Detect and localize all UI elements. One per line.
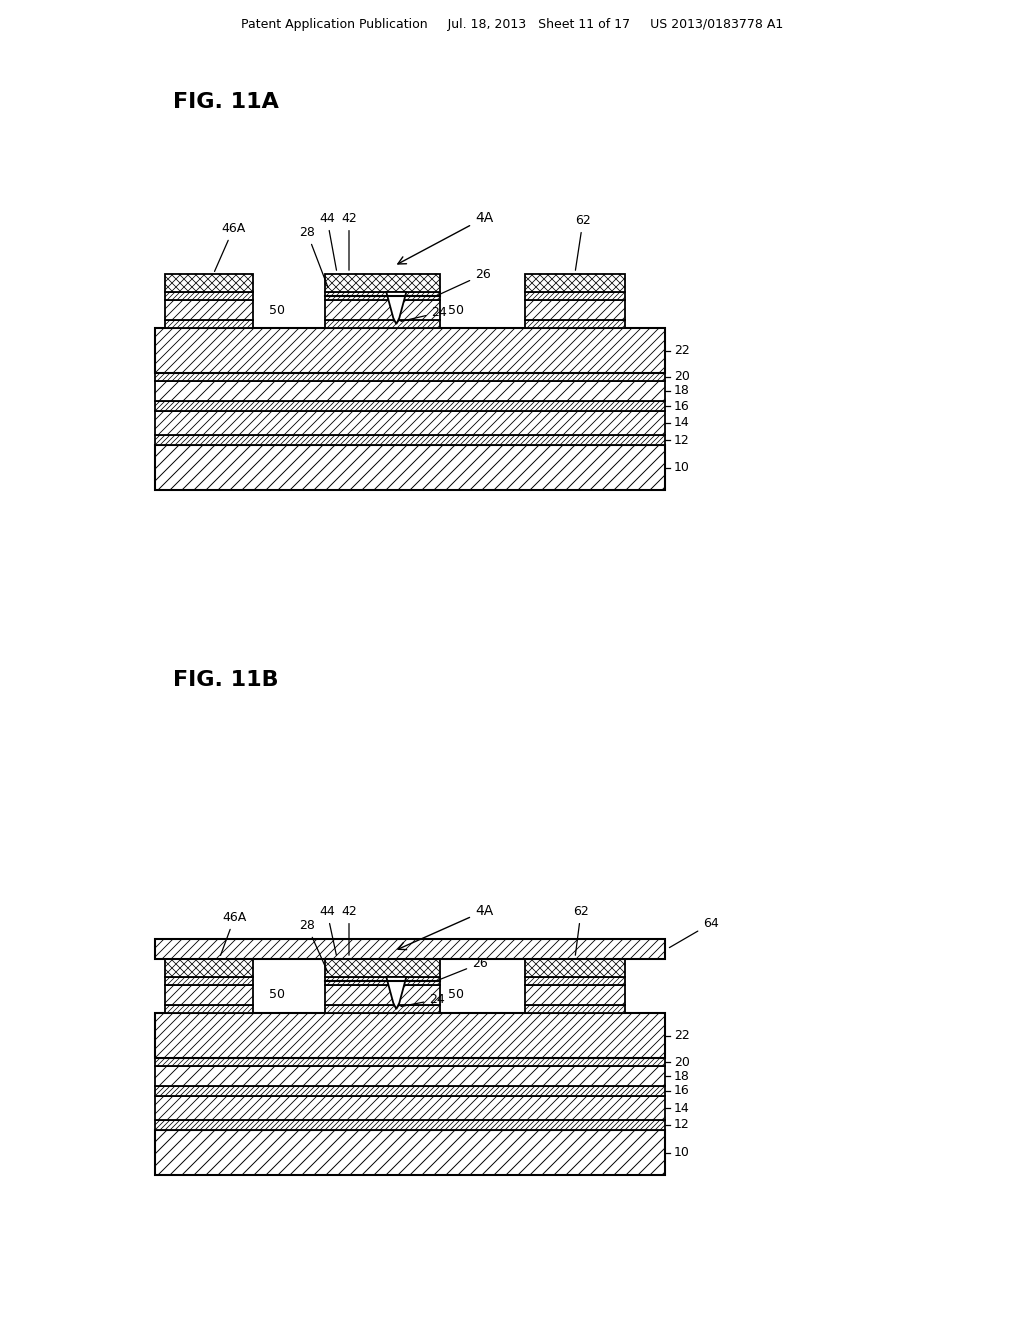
- Text: FIG. 11A: FIG. 11A: [173, 92, 279, 112]
- Polygon shape: [325, 960, 440, 977]
- Text: 20: 20: [674, 371, 690, 384]
- Polygon shape: [155, 1067, 665, 1086]
- Text: 10: 10: [674, 461, 690, 474]
- Polygon shape: [525, 292, 625, 300]
- Text: 64: 64: [670, 917, 719, 948]
- Polygon shape: [165, 319, 253, 327]
- Text: 12: 12: [674, 433, 690, 446]
- Text: 4A: 4A: [398, 904, 494, 949]
- Text: 46A: 46A: [220, 911, 247, 956]
- Polygon shape: [155, 381, 665, 401]
- Text: 42: 42: [341, 213, 357, 271]
- Polygon shape: [525, 960, 625, 977]
- Polygon shape: [155, 939, 665, 960]
- Text: 42: 42: [341, 906, 357, 956]
- Text: 28: 28: [299, 226, 328, 288]
- Text: 50: 50: [449, 989, 464, 1002]
- Text: 24: 24: [401, 993, 445, 1006]
- Polygon shape: [525, 319, 625, 327]
- Polygon shape: [155, 436, 665, 445]
- Text: 14: 14: [674, 417, 690, 429]
- Polygon shape: [155, 1059, 665, 1067]
- Text: 28: 28: [299, 919, 328, 973]
- Polygon shape: [325, 1005, 440, 1012]
- Text: 12: 12: [674, 1118, 690, 1131]
- Text: 20: 20: [674, 1056, 690, 1068]
- Text: 18: 18: [674, 384, 690, 397]
- Polygon shape: [525, 275, 625, 292]
- Polygon shape: [165, 1005, 253, 1012]
- Text: 4A: 4A: [397, 211, 494, 264]
- Text: 46A: 46A: [214, 222, 246, 272]
- Text: 16: 16: [674, 400, 690, 412]
- Text: 22: 22: [674, 345, 690, 356]
- Polygon shape: [155, 445, 665, 490]
- Text: 26: 26: [438, 957, 487, 979]
- Polygon shape: [165, 985, 253, 1005]
- Polygon shape: [325, 300, 440, 319]
- Polygon shape: [525, 977, 625, 985]
- Text: Patent Application Publication     Jul. 18, 2013   Sheet 11 of 17     US 2013/01: Patent Application Publication Jul. 18, …: [241, 18, 783, 30]
- Polygon shape: [165, 275, 253, 292]
- Text: 62: 62: [573, 906, 589, 956]
- Polygon shape: [525, 1005, 625, 1012]
- Polygon shape: [155, 1130, 665, 1175]
- Text: 62: 62: [575, 214, 591, 271]
- Text: 44: 44: [319, 906, 337, 956]
- Polygon shape: [155, 401, 665, 411]
- Text: 18: 18: [674, 1069, 690, 1082]
- Text: 50: 50: [449, 304, 464, 317]
- Polygon shape: [155, 374, 665, 381]
- Polygon shape: [325, 292, 440, 300]
- Polygon shape: [165, 960, 253, 977]
- Polygon shape: [325, 985, 440, 1005]
- Polygon shape: [325, 977, 440, 985]
- Polygon shape: [525, 300, 625, 319]
- Polygon shape: [165, 977, 253, 985]
- Text: 44: 44: [319, 213, 337, 271]
- Polygon shape: [325, 319, 440, 327]
- Text: 14: 14: [674, 1101, 690, 1114]
- Polygon shape: [165, 300, 253, 319]
- Text: 50: 50: [269, 304, 285, 317]
- Text: 26: 26: [438, 268, 490, 294]
- Polygon shape: [155, 327, 665, 374]
- Text: 10: 10: [674, 1146, 690, 1159]
- Polygon shape: [325, 275, 440, 292]
- Text: 50: 50: [269, 989, 285, 1002]
- Polygon shape: [165, 292, 253, 300]
- Polygon shape: [155, 1012, 665, 1059]
- Polygon shape: [155, 1096, 665, 1119]
- Text: FIG. 11B: FIG. 11B: [173, 671, 279, 690]
- Text: 16: 16: [674, 1085, 690, 1097]
- Polygon shape: [386, 292, 407, 323]
- Polygon shape: [155, 411, 665, 436]
- Text: 22: 22: [674, 1030, 690, 1041]
- Polygon shape: [155, 1119, 665, 1130]
- Text: 24: 24: [401, 306, 447, 321]
- Polygon shape: [386, 977, 407, 1008]
- Polygon shape: [525, 985, 625, 1005]
- Polygon shape: [155, 1086, 665, 1096]
